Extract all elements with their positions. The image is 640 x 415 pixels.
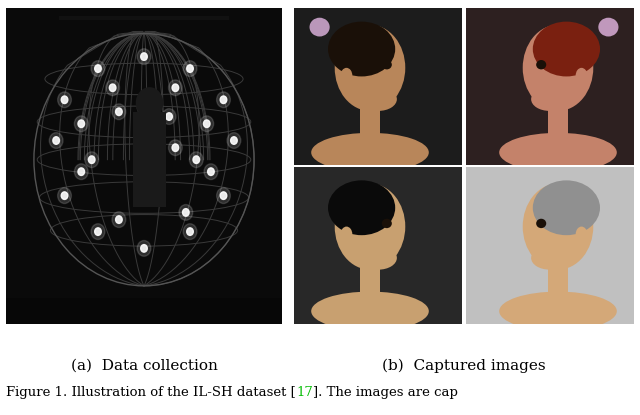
Circle shape (141, 53, 147, 61)
Ellipse shape (340, 227, 353, 242)
Ellipse shape (360, 88, 397, 111)
Circle shape (216, 92, 230, 107)
Circle shape (137, 49, 151, 64)
Circle shape (230, 137, 237, 144)
Circle shape (179, 205, 193, 220)
Circle shape (141, 144, 147, 151)
Circle shape (141, 244, 147, 252)
Bar (6, 298, 282, 324)
Circle shape (598, 18, 618, 37)
Circle shape (536, 60, 547, 69)
Ellipse shape (499, 292, 617, 331)
Circle shape (112, 212, 126, 227)
Circle shape (91, 61, 105, 76)
Circle shape (207, 168, 214, 176)
Circle shape (204, 164, 218, 180)
Ellipse shape (531, 246, 568, 270)
Ellipse shape (531, 88, 568, 111)
Circle shape (116, 216, 122, 223)
Circle shape (172, 144, 179, 151)
Ellipse shape (533, 22, 600, 76)
Circle shape (58, 92, 72, 107)
Circle shape (168, 140, 182, 156)
Circle shape (172, 84, 179, 92)
Circle shape (137, 99, 151, 115)
Circle shape (136, 87, 163, 119)
Text: Figure 1. Illustration of the IL-SH dataset [: Figure 1. Illustration of the IL-SH data… (6, 386, 296, 399)
Circle shape (381, 60, 392, 69)
Ellipse shape (360, 246, 397, 270)
Circle shape (204, 120, 210, 127)
Circle shape (187, 228, 193, 235)
Circle shape (91, 224, 105, 239)
Ellipse shape (328, 181, 396, 235)
Circle shape (49, 133, 63, 149)
Ellipse shape (328, 22, 396, 76)
Circle shape (187, 65, 193, 72)
Circle shape (220, 96, 227, 104)
Circle shape (78, 168, 84, 176)
Circle shape (95, 65, 101, 72)
Circle shape (85, 152, 99, 168)
Circle shape (95, 228, 101, 235)
Circle shape (137, 140, 151, 156)
Text: (a)  Data collection: (a) Data collection (70, 359, 218, 373)
Circle shape (74, 164, 88, 180)
Ellipse shape (523, 25, 593, 111)
Bar (548, 107, 568, 142)
Ellipse shape (533, 181, 600, 235)
Circle shape (162, 109, 176, 124)
Circle shape (137, 241, 151, 256)
Ellipse shape (499, 133, 617, 172)
Circle shape (109, 84, 116, 92)
Circle shape (182, 209, 189, 216)
Ellipse shape (335, 25, 405, 111)
Ellipse shape (311, 133, 429, 172)
Circle shape (58, 188, 72, 203)
Bar (133, 112, 166, 207)
Text: 17: 17 (296, 386, 313, 399)
Circle shape (216, 188, 230, 203)
Bar (548, 266, 568, 300)
Ellipse shape (523, 183, 593, 270)
Text: ]. The images are cap: ]. The images are cap (313, 386, 458, 399)
Circle shape (200, 116, 214, 132)
Ellipse shape (575, 68, 588, 83)
Circle shape (61, 96, 68, 104)
Circle shape (166, 113, 172, 120)
Circle shape (310, 18, 330, 37)
Bar (360, 266, 380, 300)
Circle shape (53, 137, 60, 144)
Text: (b)  Captured images: (b) Captured images (382, 359, 546, 374)
Ellipse shape (575, 227, 588, 242)
Circle shape (112, 104, 126, 120)
Circle shape (106, 80, 120, 96)
Circle shape (141, 103, 147, 111)
Ellipse shape (311, 292, 429, 331)
Circle shape (189, 152, 203, 168)
Circle shape (61, 192, 68, 200)
Circle shape (220, 192, 227, 200)
Circle shape (78, 120, 84, 127)
Circle shape (536, 219, 547, 228)
Circle shape (74, 116, 88, 132)
Circle shape (168, 80, 182, 96)
Circle shape (183, 224, 197, 239)
Circle shape (227, 133, 241, 149)
Circle shape (116, 108, 122, 115)
Circle shape (88, 156, 95, 164)
Circle shape (183, 61, 197, 76)
Ellipse shape (335, 183, 405, 270)
Circle shape (381, 219, 392, 228)
Ellipse shape (340, 68, 353, 83)
Circle shape (193, 156, 200, 164)
Bar (360, 107, 380, 142)
